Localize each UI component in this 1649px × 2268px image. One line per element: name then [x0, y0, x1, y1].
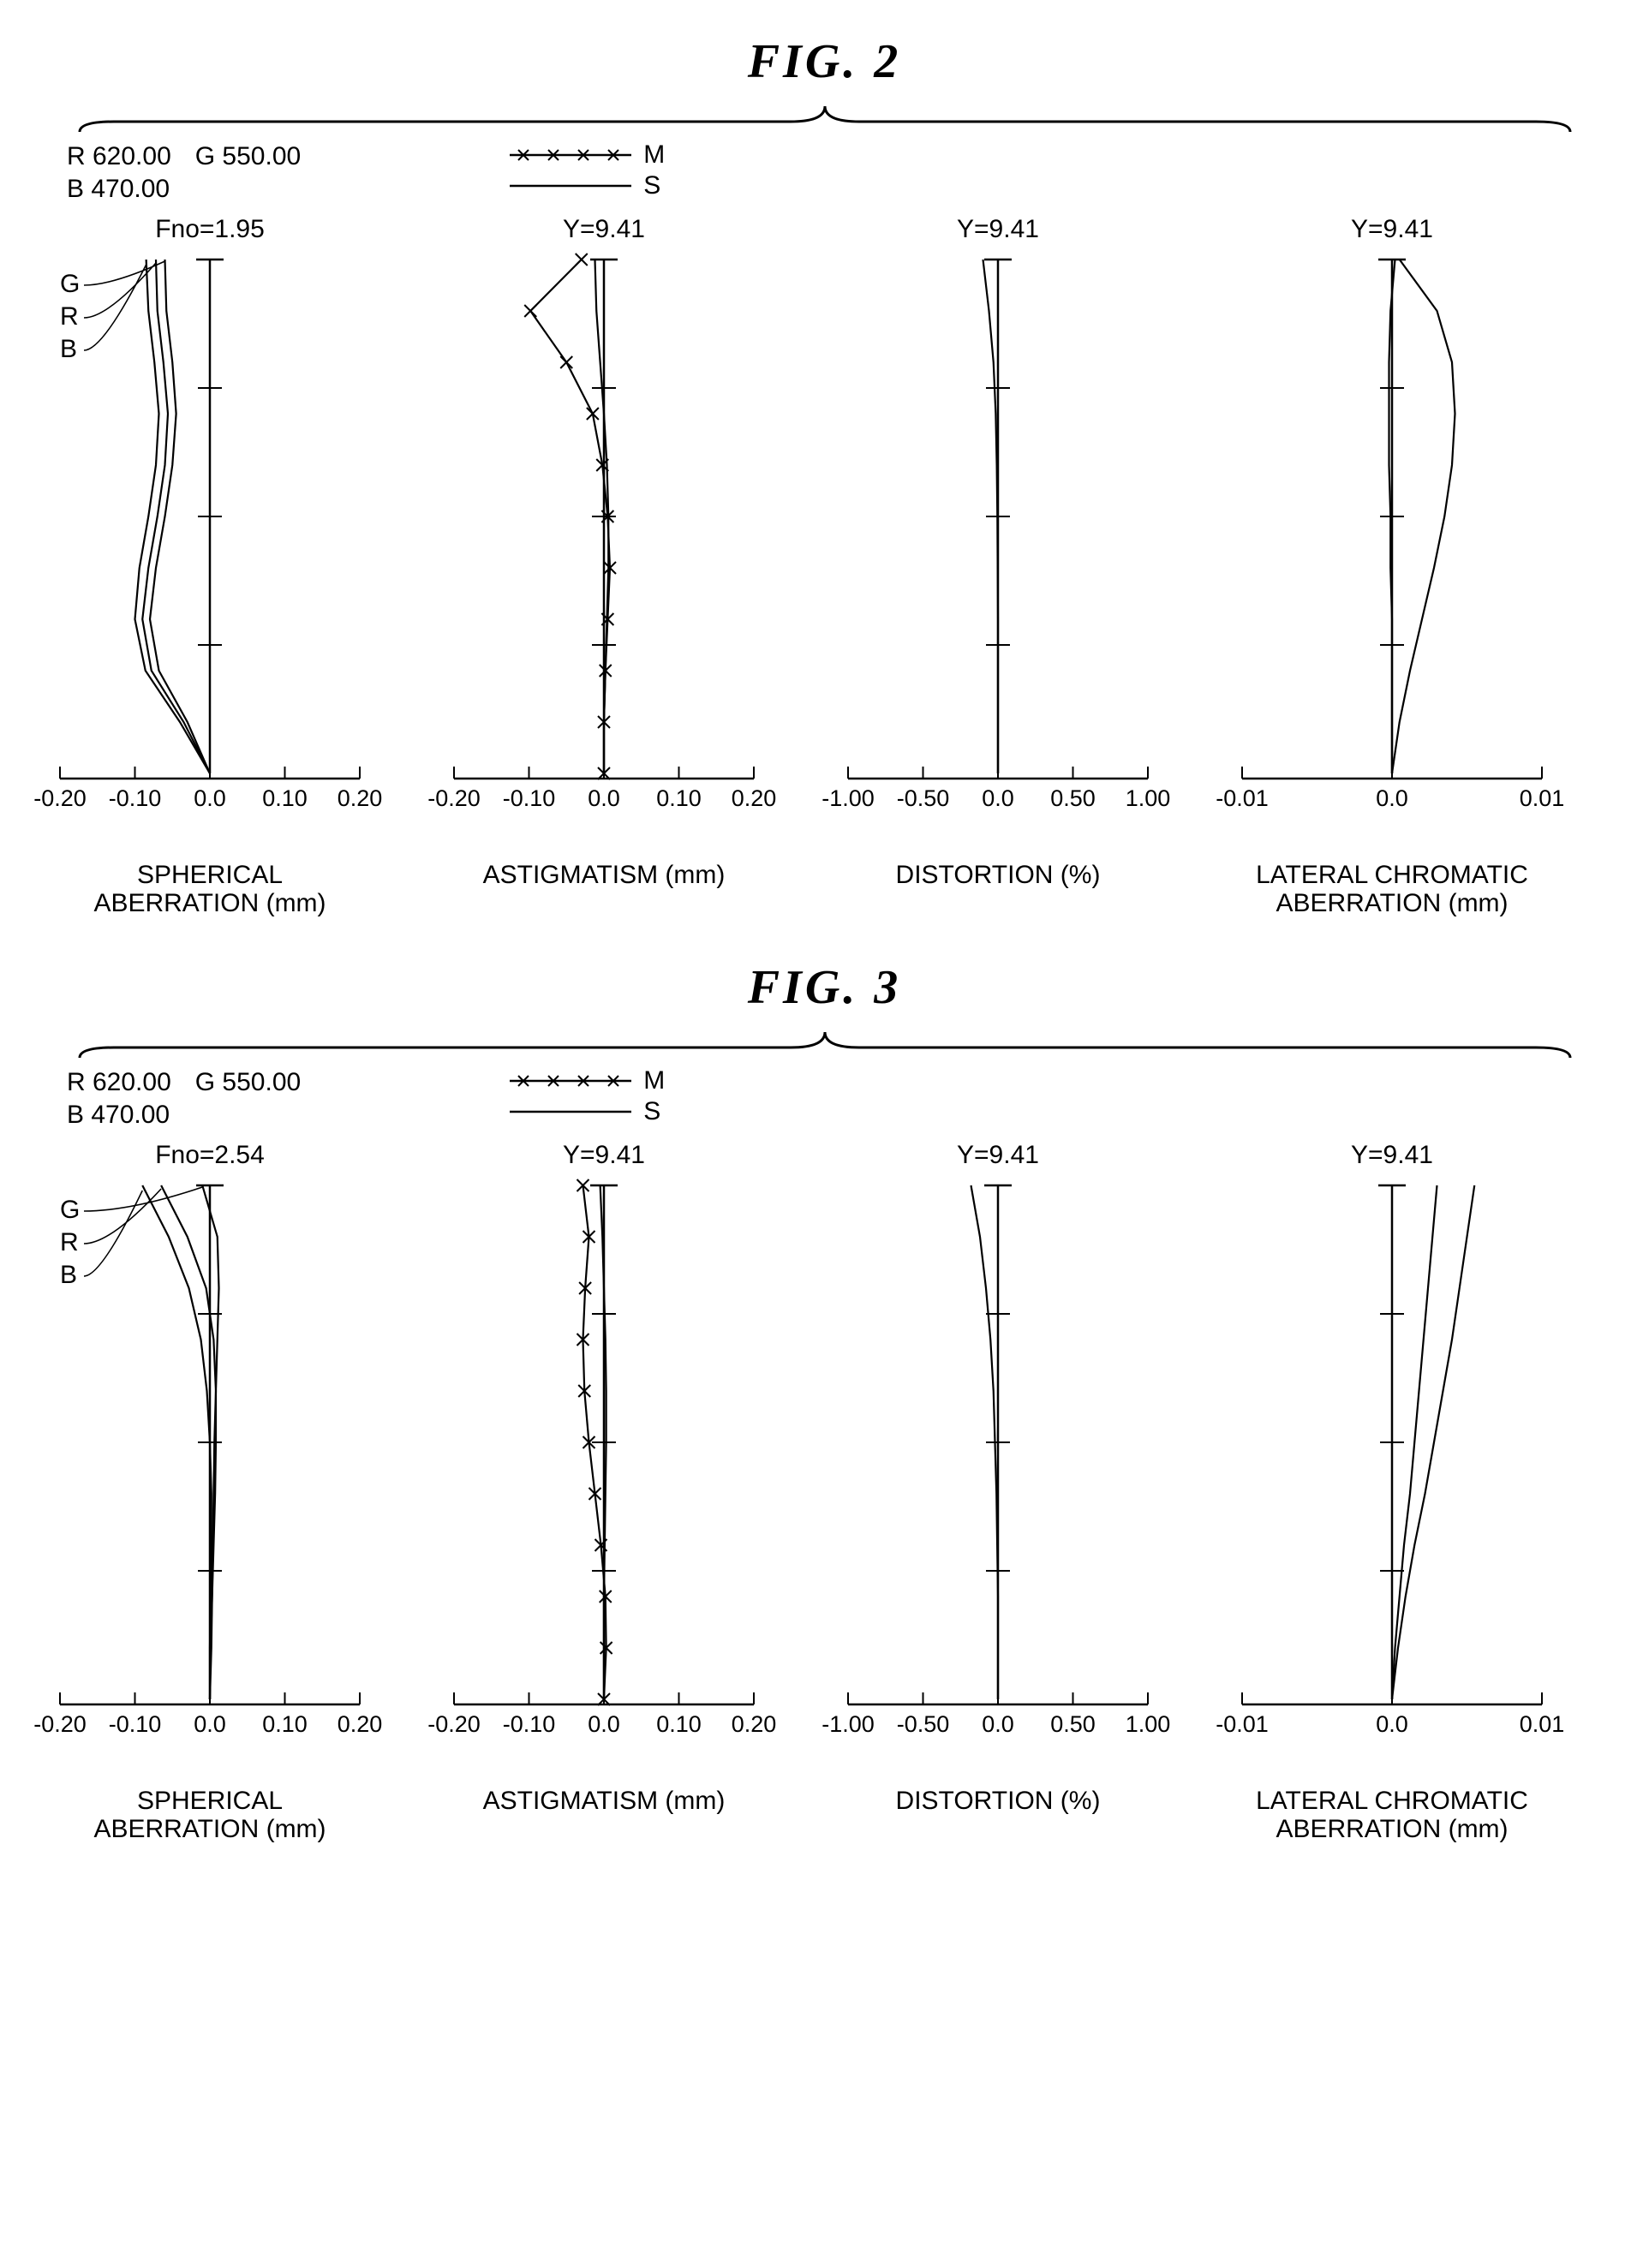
panel-distortion: Y=9.41 -1.00 -0.50 0.0 0.50 1.00 DISTORTION (%… [814, 1134, 1182, 1843]
svg-text:-1.00: -1.00 [822, 1711, 875, 1737]
svg-text:0.20: 0.20 [732, 1711, 777, 1737]
svg-text:1.00: 1.00 [1126, 1711, 1171, 1737]
panel-spherical: Fno=1.95 -0.20 -0.10 0.0 0.10 0.20 GRB SPHERICA… [26, 208, 394, 917]
panel-top-label: Y=9.41 [563, 215, 645, 243]
svg-text:0.50: 0.50 [1050, 785, 1096, 811]
svg-text:-0.10: -0.10 [503, 1711, 556, 1737]
svg-text:-0.01: -0.01 [1216, 785, 1269, 811]
panel-top-label: Y=9.41 [957, 1141, 1039, 1169]
series-label-G: G [60, 270, 80, 298]
x-axis-label: ASTIGMATISM (mm) [483, 861, 726, 889]
legend-m: M [643, 140, 665, 170]
svg-text:-1.00: -1.00 [822, 785, 875, 811]
svg-text:1.00: 1.00 [1126, 785, 1171, 811]
svg-text:0.0: 0.0 [194, 1711, 226, 1737]
svg-text:-0.20: -0.20 [427, 1711, 481, 1737]
svg-text:0.50: 0.50 [1050, 1711, 1096, 1737]
svg-text:0.10: 0.10 [656, 1711, 702, 1737]
panel-top-label: Y=9.41 [563, 1141, 645, 1169]
figure-fig2: FIG. 2 R 620.00 G 550.00 B 470.00 MS Fno=1.95… [26, 34, 1623, 917]
svg-text:-0.01: -0.01 [1216, 1711, 1269, 1737]
legend-s: S [643, 1097, 660, 1126]
legend-g: G 550.00 [195, 1068, 301, 1096]
svg-text:0.20: 0.20 [732, 785, 777, 811]
svg-text:-0.20: -0.20 [33, 1711, 87, 1737]
figure-title: FIG. 2 [26, 34, 1623, 89]
panel-lateral_chromatic: Y=9.41 -0.01 0.0 0.01 LATERAL CHROMATIC ABER… [1208, 1134, 1576, 1843]
svg-text:0.0: 0.0 [982, 785, 1014, 811]
panel-astigmatism: Y=9.41 -0.20 -0.10 0.0 0.10 0.20 ASTIGMATISM (… [420, 1134, 788, 1843]
x-axis-label: SPHERICAL ABERRATION (mm) [93, 1787, 326, 1843]
svg-text:0.0: 0.0 [1376, 1711, 1408, 1737]
svg-text:0.0: 0.0 [588, 785, 620, 811]
panel-top-label: Y=9.41 [1351, 1141, 1433, 1169]
svg-text:0.01: 0.01 [1520, 1711, 1565, 1737]
svg-text:-0.10: -0.10 [109, 785, 162, 811]
panel-top-label: Fno=1.95 [155, 215, 265, 243]
legend-r: R 620.00 [67, 1068, 171, 1096]
svg-text:-0.10: -0.10 [503, 785, 556, 811]
series-label-B: B [60, 335, 77, 363]
svg-text:0.0: 0.0 [194, 785, 226, 811]
svg-text:0.10: 0.10 [656, 785, 702, 811]
svg-text:-0.50: -0.50 [897, 1711, 950, 1737]
series-label-B: B [60, 1261, 77, 1289]
x-axis-label: DISTORTION (%) [896, 1787, 1101, 1815]
panel-top-label: Y=9.41 [957, 215, 1039, 243]
x-axis-label: SPHERICAL ABERRATION (mm) [93, 861, 326, 917]
svg-text:0.20: 0.20 [338, 785, 383, 811]
figure-title: FIG. 3 [26, 960, 1623, 1015]
series-label-R: R [60, 302, 79, 331]
panel-lateral_chromatic: Y=9.41 -0.01 0.0 0.01 LATERAL CHROMATIC ABER… [1208, 208, 1576, 917]
x-axis-label: LATERAL CHROMATIC ABERRATION (mm) [1256, 1787, 1528, 1843]
svg-text:0.10: 0.10 [262, 785, 308, 811]
x-axis-label: ASTIGMATISM (mm) [483, 1787, 726, 1815]
legend-b: B 470.00 [67, 175, 170, 203]
panel-distortion: Y=9.41 -1.00 -0.50 0.0 0.50 1.00 DISTORTION (%… [814, 208, 1182, 917]
svg-text:-0.10: -0.10 [109, 1711, 162, 1737]
panel-astigmatism: Y=9.41 -0.20 -0.10 0.0 0.10 0.20 ASTIGMATISM (… [420, 208, 788, 917]
series-C1 [1392, 1185, 1474, 1699]
svg-text:-0.20: -0.20 [33, 785, 87, 811]
series-label-R: R [60, 1228, 79, 1256]
svg-text:0.10: 0.10 [262, 1711, 308, 1737]
svg-text:0.0: 0.0 [588, 1711, 620, 1737]
legend-b: B 470.00 [67, 1101, 170, 1129]
svg-text:0.20: 0.20 [338, 1711, 383, 1737]
svg-text:0.0: 0.0 [982, 1711, 1014, 1737]
legend-s: S [643, 171, 660, 200]
svg-text:0.01: 0.01 [1520, 785, 1565, 811]
panel-spherical: Fno=2.54 -0.20 -0.10 0.0 0.10 0.20 GRB SPHERICA… [26, 1134, 394, 1843]
x-axis-label: LATERAL CHROMATIC ABERRATION (mm) [1256, 861, 1528, 917]
panel-top-label: Fno=2.54 [155, 1141, 265, 1169]
series-label-G: G [60, 1196, 80, 1224]
legend-r: R 620.00 [67, 142, 171, 170]
panel-top-label: Y=9.41 [1351, 215, 1433, 243]
svg-text:0.0: 0.0 [1376, 785, 1408, 811]
svg-text:-0.50: -0.50 [897, 785, 950, 811]
x-axis-label: DISTORTION (%) [896, 861, 1101, 889]
legend-m: M [643, 1066, 665, 1095]
figure-fig3: FIG. 3 R 620.00 G 550.00 B 470.00 MS Fno=2.54… [26, 960, 1623, 1843]
legend-g: G 550.00 [195, 142, 301, 170]
svg-text:-0.20: -0.20 [427, 785, 481, 811]
